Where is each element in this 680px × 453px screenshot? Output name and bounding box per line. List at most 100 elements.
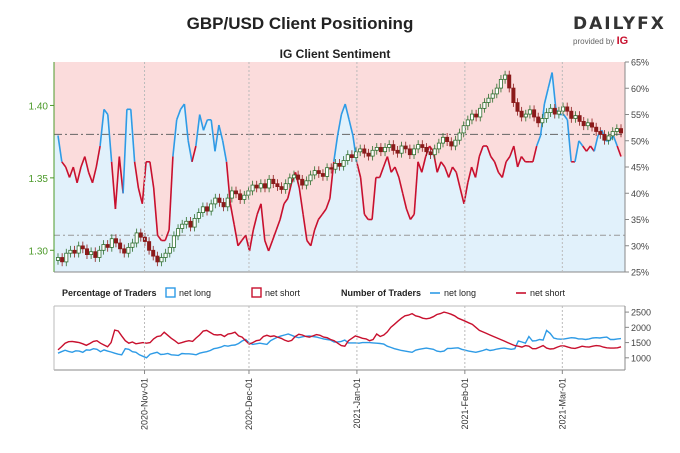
candle-body: [474, 113, 479, 118]
sentiment-segment: [378, 166, 385, 178]
sentiment-segment: [547, 72, 553, 89]
sentiment-segment: [513, 145, 519, 168]
right-tick-label: 50%: [631, 136, 649, 146]
candle-body: [105, 244, 110, 248]
candle-body: [556, 110, 561, 115]
candle-body: [358, 148, 363, 153]
legend-label: net long: [179, 288, 211, 298]
candle-body: [291, 174, 296, 179]
sentiment-line: [57, 72, 622, 252]
candle-body: [370, 149, 375, 157]
sentiment-segment: [91, 166, 98, 183]
sentiment-segment: [593, 135, 599, 152]
candle-body: [300, 178, 305, 186]
candle-body: [163, 252, 168, 258]
candle-body: [320, 173, 325, 177]
sentiment-segment: [333, 135, 339, 162]
candle-body: [536, 116, 541, 124]
sentiment-segment: [107, 114, 113, 162]
candle-body: [362, 148, 367, 154]
candle-body: [540, 118, 545, 124]
chart-title: GBP/USD Client Positioning: [186, 14, 414, 33]
bottom-axes: 1000 1500 2000 2500 2020-Nov-01 2020-Dec-01 20…: [53, 62, 651, 430]
candle-body: [585, 122, 590, 127]
right-tick-label: 25%: [631, 268, 649, 278]
candle-body: [122, 248, 127, 254]
candle-body: [271, 178, 276, 185]
net-long-count-line: [57, 329, 622, 359]
sentiment-segment: [585, 145, 592, 152]
sentiment-segment: [252, 214, 258, 231]
sentiment-segment: [64, 166, 71, 178]
sentiment-segment: [336, 114, 343, 136]
candle-body: [569, 110, 574, 119]
candle-body: [519, 110, 524, 118]
candle-body: [89, 251, 94, 255]
candle-body: [527, 109, 532, 115]
chart-subtitle: IG Client Sentiment: [280, 47, 391, 61]
count-tick-label: 2500: [631, 308, 651, 318]
right-tick-label: 60%: [631, 84, 649, 94]
sentiment-segment: [413, 161, 419, 215]
candle-body: [420, 144, 425, 148]
candle-body: [138, 232, 143, 238]
sentiment-segment: [244, 235, 251, 252]
candle-body: [548, 107, 553, 114]
sentiment-segment: [149, 161, 155, 189]
sentiment-segment: [509, 145, 515, 157]
sentiment-segment: [287, 182, 293, 199]
sentiment-segment: [394, 166, 400, 178]
brand-logo: DAILYFX provided by IG: [573, 14, 673, 47]
date-tick-label: 2021-Mar-01: [557, 378, 567, 430]
candle-body: [561, 106, 566, 112]
candle-body: [325, 167, 330, 177]
sentiment-segment: [470, 166, 477, 178]
sentiment-segment: [80, 156, 86, 168]
sentiment-segment: [84, 156, 90, 173]
candle-body: [60, 257, 65, 263]
candle-body: [581, 121, 586, 127]
candle-body: [424, 146, 429, 153]
sentiment-segment: [191, 145, 197, 162]
sentiment-segment: [551, 72, 557, 110]
candle-body: [387, 144, 392, 148]
sentiment-segment: [221, 140, 228, 162]
candle-body: [155, 255, 160, 263]
sentiment-segment: [72, 166, 78, 183]
sentiment-segment: [210, 119, 216, 152]
candle-body: [503, 74, 508, 80]
candle-body: [184, 220, 189, 225]
date-tick-label: 2020-Nov-01: [140, 378, 150, 430]
candle-body: [76, 245, 81, 254]
sentiment-segment: [164, 229, 170, 241]
right-tick-label: 65%: [631, 58, 649, 68]
candle-body: [399, 145, 404, 154]
candle-body: [134, 232, 139, 244]
candle-body: [440, 136, 445, 144]
left-tick-label: 1.30: [29, 246, 49, 257]
legend-section-number: Number of Traders: [341, 288, 421, 298]
legend-label: net long: [444, 288, 476, 298]
candle-body: [304, 180, 309, 186]
candle-body: [171, 235, 176, 248]
sentiment-segment: [390, 166, 396, 173]
candle-body: [242, 194, 247, 200]
candle-body: [606, 135, 611, 141]
candle-body: [544, 112, 549, 119]
trader-count-chart: [57, 311, 622, 359]
sentiment-segment: [233, 224, 239, 246]
candle-body: [180, 223, 185, 229]
candle-body: [598, 131, 603, 135]
candle-body: [312, 170, 317, 176]
sentiment-segment: [237, 240, 243, 247]
brand-provided-by: provided by: [573, 37, 615, 46]
sentiment-segment: [198, 114, 205, 131]
candle-body: [523, 113, 528, 118]
candle-body: [532, 109, 537, 118]
candle-body: [225, 197, 230, 208]
candle-body: [428, 151, 433, 156]
candle-body: [258, 183, 263, 189]
candle-body: [238, 193, 243, 201]
sentiment-segment: [447, 166, 454, 178]
